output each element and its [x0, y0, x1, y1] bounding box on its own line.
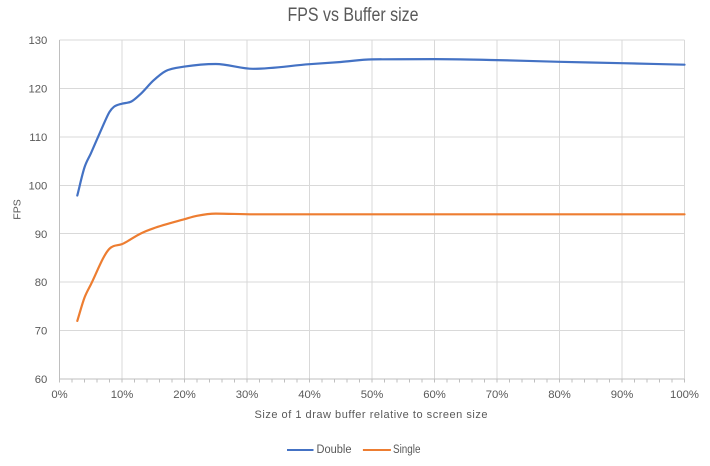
svg-text:0%: 0%: [51, 389, 67, 401]
svg-text:130: 130: [28, 35, 47, 47]
svg-text:60: 60: [35, 374, 48, 386]
svg-text:110: 110: [29, 132, 47, 144]
svg-text:90%: 90%: [611, 389, 634, 401]
svg-text:40%: 40%: [298, 389, 321, 401]
svg-text:FPS vs Buffer size: FPS vs Buffer size: [288, 5, 419, 26]
svg-text:70%: 70%: [486, 389, 509, 401]
svg-text:70: 70: [35, 326, 48, 338]
svg-text:Single: Single: [393, 444, 421, 456]
svg-text:Double: Double: [317, 444, 352, 456]
svg-text:100: 100: [28, 180, 47, 192]
svg-text:80%: 80%: [548, 389, 571, 401]
svg-text:120: 120: [28, 84, 47, 96]
svg-text:Size of 1 draw buffer relative: Size of 1 draw buffer relative to screen…: [255, 409, 488, 421]
svg-text:FPS: FPS: [11, 199, 23, 219]
svg-text:50%: 50%: [361, 389, 384, 401]
svg-text:100%: 100%: [670, 389, 699, 401]
svg-text:30%: 30%: [236, 389, 259, 401]
svg-text:10%: 10%: [111, 389, 134, 401]
svg-text:90: 90: [35, 229, 48, 241]
svg-text:20%: 20%: [173, 389, 196, 401]
svg-text:60%: 60%: [423, 389, 446, 401]
svg-text:80: 80: [35, 277, 48, 289]
